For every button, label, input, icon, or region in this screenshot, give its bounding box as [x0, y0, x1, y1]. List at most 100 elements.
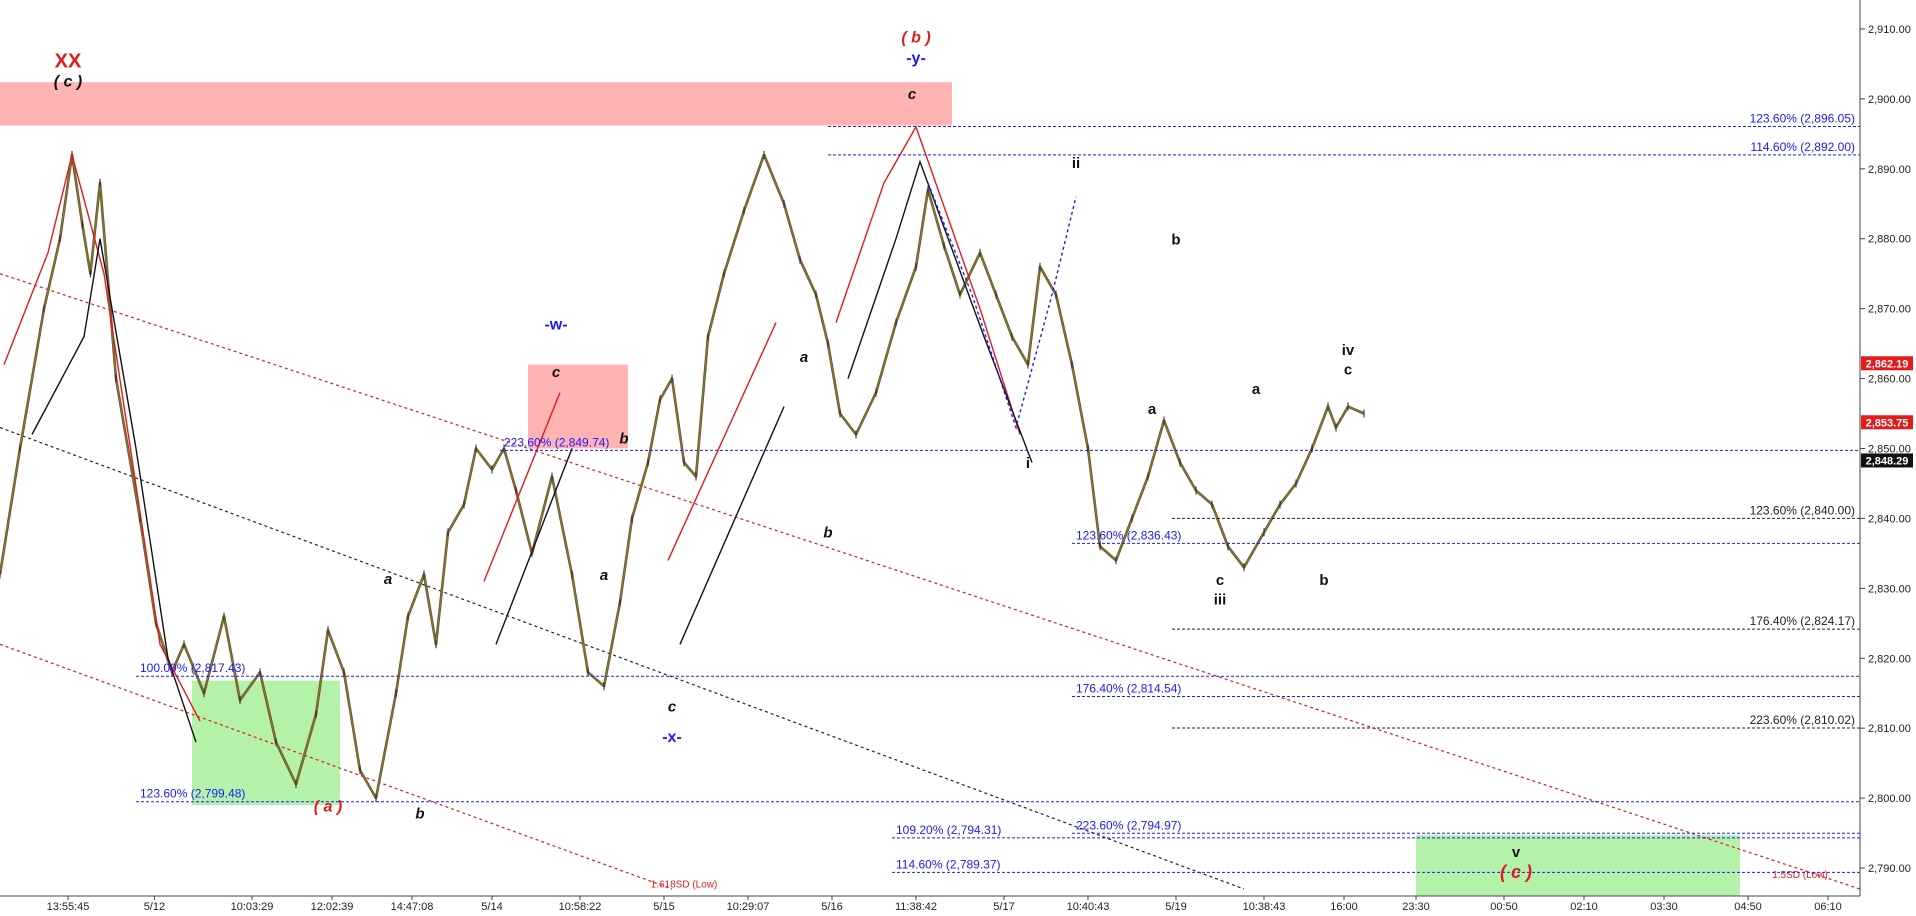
x-tick-label: 13:55:45 [47, 901, 90, 913]
y-tick-label: 2,860.00 [1868, 374, 1911, 386]
x-tick-label: 10:40:43 [1067, 901, 1110, 913]
wave-label: a [1148, 401, 1157, 418]
fib-level-label: 176.40% (2,824.17) [1750, 614, 1855, 628]
x-tick-label: 10:58:22 [559, 901, 602, 913]
wave-line [667, 322, 777, 561]
wave-label: c [1216, 572, 1224, 589]
y-tick-label: 2,910.00 [1868, 24, 1911, 36]
x-tick-label: 5/16 [821, 901, 842, 913]
y-tick-label: 2,840.00 [1868, 513, 1911, 525]
x-tick-label: 5/19 [1165, 901, 1186, 913]
price-tag-box [1861, 356, 1913, 371]
wave-label: b [823, 524, 832, 541]
wave-label: -x- [662, 729, 682, 746]
x-tick-label: 14:47:08 [391, 901, 434, 913]
price-tag-box [1861, 453, 1913, 468]
channel-label: 1.5SD (Low) [1772, 870, 1828, 881]
fib-level-label: 114.60% (2,892.00) [1750, 140, 1855, 154]
x-tick-label: 12:02:39 [311, 901, 354, 913]
x-tick-label: 11:38:42 [895, 901, 937, 913]
y-tick-label: 2,820.00 [1868, 653, 1911, 665]
y-tick-label: 2,800.00 [1868, 793, 1911, 805]
y-tick-label: 2,810.00 [1868, 723, 1911, 735]
fib-level-label: 100.00% (2,817.43) [140, 661, 245, 675]
wave-label: a [600, 567, 608, 584]
fib-level-label: 114.60% (2,789.37) [896, 857, 1001, 871]
wave-line [679, 406, 785, 645]
fib-level-label: 123.60% (2,836.43) [1076, 528, 1181, 542]
target-zone [528, 364, 628, 449]
wave-label: c [552, 364, 561, 381]
x-tick-label: 06:10 [1814, 901, 1842, 913]
wave-label: v [1512, 844, 1521, 861]
channel-lines: 1.618SD (Low) 1.5SD (Low) [0, 273, 1861, 891]
fib-level-label: 123.60% (2,840.00) [1750, 503, 1855, 517]
wave-line [927, 182, 1077, 430]
x-tick-label: 5/15 [653, 901, 674, 913]
x-tick-label: 04:50 [1734, 901, 1762, 913]
x-tick-label: 10:03:29 [231, 901, 274, 913]
target-zone [1416, 835, 1740, 896]
fib-level-label: 123.60% (2,896.05) [1750, 112, 1855, 126]
wave-label: b [619, 431, 628, 448]
fibonacci-levels: 123.60% (2,896.05) 114.60% (2,892.00) 223.… [136, 112, 1860, 873]
wave-label: a [1252, 381, 1261, 398]
wave-label: b [415, 805, 424, 822]
wave-label: a [800, 349, 808, 366]
wave-label: ( b ) [901, 29, 930, 46]
wave-label: c [1344, 361, 1352, 378]
fib-level-label: 109.20% (2,794.31) [896, 823, 1001, 837]
x-tick-label: 03:30 [1650, 901, 1678, 913]
fib-level-label: 223.60% (2,794.97) [1076, 818, 1181, 832]
fib-level-label: 176.40% (2,814.54) [1076, 681, 1181, 695]
wave-label: ( a ) [314, 798, 342, 815]
wave-label: c [668, 698, 677, 715]
price-tag-label: 2,853.75 [1866, 417, 1909, 429]
fib-level-label: 223.60% (2,849.74) [504, 435, 609, 449]
x-tick-label: 23:30 [1402, 901, 1430, 913]
channel-line [0, 273, 1861, 890]
wave-label: b [1319, 572, 1328, 589]
wave-label: a [384, 571, 392, 588]
wave-line [31, 238, 197, 743]
wave-label: c [908, 86, 917, 103]
y-tick-label: 2,880.00 [1868, 234, 1911, 246]
y-tick-label: 2,890.00 [1868, 164, 1911, 176]
price-line-highlight [0, 154, 1365, 799]
fib-level-label: 223.60% (2,810.02) [1750, 713, 1855, 727]
price-tag-label: 2,848.29 [1866, 455, 1909, 467]
wave-line [3, 154, 201, 722]
wave-label: i [1026, 455, 1030, 472]
price-tag-box [1861, 415, 1913, 430]
price-tag-label: 2,862.19 [1866, 358, 1909, 370]
wave-label: ii [1072, 155, 1080, 172]
y-tick-label: 2,790.00 [1868, 863, 1911, 875]
channel-line [0, 643, 673, 890]
wave-line [495, 448, 573, 645]
wave-label: ( c ) [1500, 862, 1532, 882]
x-tick-label: 10:29:07 [727, 901, 770, 913]
y-tick-label: 2,830.00 [1868, 583, 1911, 595]
y-tick-label: 2,900.00 [1868, 94, 1911, 106]
wave-line [847, 159, 1033, 463]
wave-label: ( c ) [54, 73, 82, 90]
x-tick-label: 5/12 [144, 901, 165, 913]
x-tick-label: 00:50 [1490, 901, 1518, 913]
wave-label: b [1171, 231, 1180, 248]
x-tick-label: 10:38:43 [1243, 901, 1286, 913]
channel-label: 1.618SD (Low) [651, 880, 718, 891]
x-tick-label: 02:10 [1570, 901, 1598, 913]
x-tick-label: 16:00 [1330, 901, 1358, 913]
channel-line [0, 426, 1245, 890]
wave-label: iv [1342, 342, 1355, 359]
target-zone [0, 82, 952, 126]
wave-line [483, 392, 561, 582]
wave-label: -y- [906, 50, 926, 67]
wave-label: XX [55, 50, 82, 72]
x-tick-label: 5/17 [993, 901, 1014, 913]
y-tick-label: 2,870.00 [1868, 304, 1911, 316]
wave-structure-lines [3, 125, 1077, 743]
